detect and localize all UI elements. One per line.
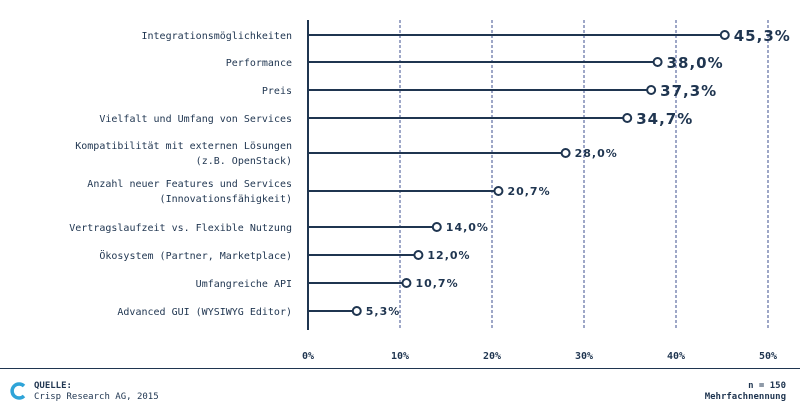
category-label: Vielfalt und Umfang von Services (99, 114, 292, 125)
data-label: 28,0% (575, 147, 618, 160)
crisp-logo-icon (10, 382, 26, 400)
lollipop-chart: 0% 10% 20% 30% 40% 50% 45,3% Integrationsmöglic… (69, 20, 791, 362)
category-label: (Innovationsfähigkeit) (160, 194, 292, 205)
bar-marker (622, 113, 633, 123)
bar-marker (719, 30, 730, 40)
data-label: 12,0% (427, 249, 470, 262)
data-label: 38,0% (667, 54, 724, 72)
bar-marker (560, 148, 571, 158)
data-label: 45,3% (734, 27, 791, 45)
data-label: 10,7% (415, 277, 458, 290)
sample-note: n = 150 Mehrfachnennung (705, 381, 786, 403)
bar-marker (413, 250, 424, 260)
multi-answer-note: Mehrfachnennung (704, 392, 786, 402)
data-label: 37,3% (660, 82, 717, 100)
x-tick-label: 30% (575, 351, 593, 362)
data-label: 14,0% (446, 221, 489, 234)
category-label: Performance (226, 58, 292, 69)
x-tick-label: 10% (391, 351, 409, 362)
category-label: Ökosystem (Partner, Marketplace) (99, 249, 292, 262)
bar-marker (401, 278, 412, 288)
bar-marker (646, 85, 657, 95)
data-label: 20,7% (507, 185, 550, 198)
x-tick-label: 50% (759, 351, 777, 362)
bar-marker (431, 222, 442, 232)
x-tick-label: 40% (667, 351, 685, 362)
bar-marker (493, 186, 504, 196)
category-label: (z.B. OpenStack) (196, 156, 292, 167)
source-block: QUELLE: Crisp Research AG, 2015 (10, 381, 159, 403)
footer-divider (0, 368, 800, 369)
data-label: 34,7% (636, 110, 693, 128)
category-label: Umfangreiche API (196, 279, 292, 290)
source-title: QUELLE: (34, 381, 72, 391)
x-tick-label: 0% (302, 351, 314, 362)
category-label: Kompatibilität mit externen Lösungen (75, 141, 292, 152)
category-label: Advanced GUI (WYSIWYG Editor) (117, 307, 292, 318)
x-tick-label: 20% (483, 351, 501, 362)
source-text: Crisp Research AG, 2015 (34, 392, 159, 402)
category-label: Integrationsmöglichkeiten (141, 31, 292, 42)
data-label: 5,3% (366, 305, 401, 318)
sample-size: n = 150 (748, 381, 786, 391)
category-label: Preis (262, 86, 292, 97)
bar-marker (652, 57, 663, 67)
category-label: Vertragslaufzeit vs. Flexible Nutzung (69, 223, 292, 234)
category-label: Anzahl neuer Features und Services (87, 179, 292, 190)
bar-marker (351, 306, 362, 316)
